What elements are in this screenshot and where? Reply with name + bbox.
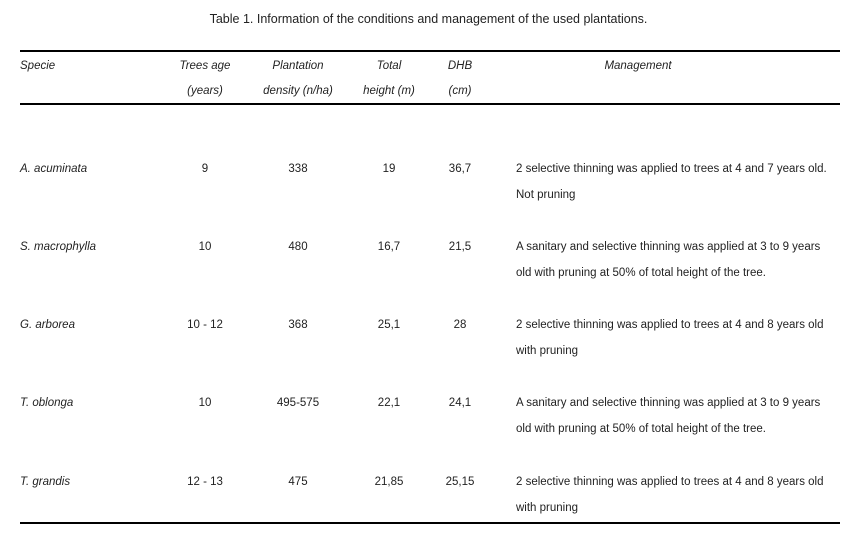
header-height-unit: height (m): [363, 85, 415, 97]
header-specie: Specie: [20, 60, 56, 72]
header-age-unit: (years): [187, 85, 223, 97]
cell-management-line-2: with pruning: [516, 502, 579, 514]
table-row: S. macrophylla 10 480 16,7 21,5 A sanitary an…: [0, 234, 857, 286]
cell-dhb: 24,1: [448, 397, 472, 409]
cell-management-line-1: 2 selective thinning was applied to tree…: [516, 163, 827, 175]
cell-management-line-2: old with pruning at 50% of total height …: [516, 423, 766, 435]
cell-age: 10: [198, 241, 212, 253]
cell-age: 9: [201, 163, 209, 175]
header-density: Plantation: [272, 60, 324, 72]
bottom-rule: [20, 522, 840, 524]
cell-specie: T. grandis: [20, 476, 71, 488]
cell-dhb: 21,5: [448, 241, 472, 253]
cell-age: 10: [198, 397, 212, 409]
cell-management-line-1: A sanitary and selective thinning was ap…: [516, 397, 821, 409]
table-caption: Table 1. Information of the conditions a…: [209, 12, 648, 26]
cell-dhb: 28: [453, 319, 467, 331]
header-rule: [20, 103, 840, 105]
header-density-unit: density (n/ha): [263, 85, 333, 97]
cell-dhb: 36,7: [448, 163, 472, 175]
cell-management-line-1: 2 selective thinning was applied to tree…: [516, 476, 824, 488]
header-age: Trees age: [179, 60, 231, 72]
cell-specie: A. acuminata: [20, 163, 88, 175]
cell-management-line-2: old with pruning at 50% of total height …: [516, 267, 766, 279]
cell-height: 19: [382, 163, 396, 175]
cell-density: 480: [288, 241, 308, 253]
cell-age: 12 - 13: [187, 476, 223, 488]
header-height: Total: [376, 60, 402, 72]
top-rule: [20, 50, 840, 52]
cell-density: 475: [288, 476, 308, 488]
table-row: T. grandis 12 - 13 475 21,85 25,15 2 selectiv…: [0, 469, 857, 521]
table-row: G. arborea 10 - 12 368 25,1 28 2 selective th…: [0, 312, 857, 364]
cell-height: 21,85: [374, 476, 404, 488]
cell-specie: S. macrophylla: [20, 241, 97, 253]
cell-height: 22,1: [377, 397, 401, 409]
cell-specie: G. arborea: [20, 319, 75, 331]
cell-specie: T. oblonga: [20, 397, 74, 409]
cell-dhb: 25,15: [445, 476, 475, 488]
cell-management-line-1: 2 selective thinning was applied to tree…: [516, 319, 824, 331]
header-management: Management: [604, 60, 672, 72]
table-row: A. acuminata 9 338 19 36,7 2 selective thinni…: [0, 156, 857, 208]
header-dhb: DHB: [447, 60, 473, 72]
table-row: T. oblonga 10 495-575 22,1 24,1 A sanitary an…: [0, 390, 857, 442]
cell-management-line-2: Not pruning: [516, 189, 576, 201]
cell-management-line-2: with pruning: [516, 345, 579, 357]
cell-density: 368: [288, 319, 308, 331]
header-dhb-unit: (cm): [448, 85, 472, 97]
cell-management-line-1: A sanitary and selective thinning was ap…: [516, 241, 821, 253]
cell-height: 16,7: [377, 241, 401, 253]
cell-age: 10 - 12: [187, 319, 223, 331]
cell-density: 338: [288, 163, 308, 175]
cell-height: 25,1: [377, 319, 401, 331]
cell-density: 495-575: [276, 397, 320, 409]
